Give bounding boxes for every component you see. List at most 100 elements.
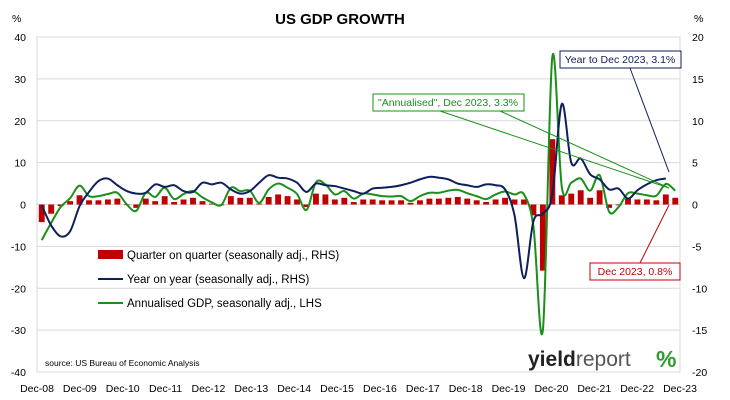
- qoq-bar: [180, 199, 187, 205]
- qoq-bar: [643, 199, 650, 205]
- annotation-box-annualised: [372, 93, 525, 112]
- qoq-bar: [48, 204, 55, 214]
- annotation-leader-yoy: [629, 67, 670, 173]
- qoq-bar: [209, 203, 215, 205]
- left-tick-label: 0: [20, 200, 26, 212]
- right-tick-label: -10: [692, 283, 707, 295]
- annotation-box-yoy: [559, 50, 682, 69]
- qoq-bar: [227, 196, 234, 205]
- qoq-bar: [199, 201, 206, 205]
- qoq-bar: [653, 200, 660, 205]
- x-tick-label: Dec-16: [363, 383, 397, 395]
- qoq-bar: [417, 200, 423, 205]
- qoq-bar: [313, 193, 319, 205]
- logo-text-report: report: [576, 348, 631, 371]
- qoq-bar: [67, 201, 74, 205]
- x-tick-label: Dec-18: [449, 383, 483, 395]
- qoq-bar: [369, 199, 376, 205]
- legend-label-yoy: Year on year (seasonally adj., RHS): [127, 274, 310, 286]
- logo-text-yield: yield: [528, 348, 576, 371]
- qoq-bar: [577, 190, 584, 205]
- qoq-bar: [246, 197, 253, 205]
- yieldreport-logo: yieldreport %: [528, 346, 676, 372]
- right-tick-label: 15: [692, 74, 704, 86]
- qoq-bar: [38, 204, 45, 223]
- left-tick-label: 30: [14, 74, 26, 86]
- qoq-bar: [558, 195, 565, 205]
- x-tick-label: Dec-19: [492, 383, 526, 395]
- x-tick-label: Dec-12: [192, 383, 226, 395]
- x-tick-label: Dec-13: [234, 383, 268, 395]
- right-tick-label: 5: [692, 158, 698, 170]
- qoq-bar: [473, 200, 480, 205]
- qoq-bar: [511, 199, 518, 205]
- annotations: Year to Dec 2023, 3.1% "Annualised", Dec…: [372, 50, 682, 281]
- qoq-bar: [114, 198, 121, 205]
- qoq-bar: [303, 204, 310, 208]
- qoq-bar: [341, 197, 348, 205]
- annotation-leader-annualised-b: [499, 110, 670, 189]
- qoq-bar: [492, 199, 499, 205]
- qoq-bar: [265, 196, 272, 205]
- qoq-bar: [322, 194, 329, 205]
- left-tick-label: 40: [14, 32, 26, 44]
- logo-percent-icon: %: [656, 346, 676, 372]
- qoq-bar: [625, 198, 631, 205]
- qoq-bar: [152, 201, 159, 205]
- annotation-box-qoq: [589, 262, 681, 281]
- qoq-bar: [435, 198, 442, 205]
- x-tick-label: Dec-21: [577, 383, 611, 395]
- svg-text:yieldreport: yieldreport: [528, 348, 631, 371]
- qoq-bar: [587, 197, 594, 205]
- legend-label-annualised: Annualised GDP, seasonally adj., LHS: [127, 298, 322, 310]
- qoq-bar: [606, 204, 613, 208]
- qoq-bar: [360, 199, 367, 205]
- qoq-bar: [549, 139, 556, 205]
- qoq-bar: [331, 199, 338, 205]
- x-axis-tick-labels: Dec-08 Dec-09 Dec-10 Dec-11 Dec-12 Dec-13 Dec-…: [20, 383, 697, 395]
- qoq-bar: [294, 199, 300, 205]
- left-tick-label: 10: [14, 158, 26, 170]
- x-tick-label: Dec-10: [106, 383, 140, 395]
- source-note: source: US Bureau of Economic Analysis: [45, 358, 200, 368]
- qoq-bar: [521, 199, 527, 205]
- qoq-bar: [284, 196, 291, 205]
- qoq-bar: [596, 190, 603, 205]
- qoq-bar: [530, 204, 537, 216]
- qoq-bar: [256, 203, 263, 205]
- qoq-bar: [350, 201, 357, 205]
- right-axis-tick-labels: 20 15 10 5 0 -5 -10 -15 -20: [692, 32, 707, 379]
- annotation-text-annualised: "Annualised", Dec 2023, 3.3%: [378, 97, 518, 109]
- annotation-text-yoy: Year to Dec 2023, 3.1%: [565, 54, 676, 66]
- qoq-bar: [379, 200, 386, 205]
- qoq-bar: [57, 204, 64, 207]
- x-tick-label: Dec-20: [534, 383, 568, 395]
- right-tick-label: -5: [692, 241, 701, 253]
- qoq-bar: [445, 197, 452, 205]
- qoq-bar: [502, 197, 508, 205]
- qoq-bar: [407, 202, 414, 205]
- left-tick-label: -40: [11, 367, 26, 379]
- qoq-bar: [634, 199, 641, 205]
- series-lines: [40, 52, 676, 335]
- qoq-bar: [615, 204, 622, 206]
- horizontal-gridlines: [37, 78, 680, 331]
- qoq-bar: [86, 200, 92, 205]
- left-tick-label: -10: [11, 241, 26, 253]
- qoq-bar: [142, 198, 149, 205]
- qoq-bar: [237, 197, 244, 205]
- right-axis-unit: %: [694, 13, 703, 25]
- qoq-bar: [104, 199, 111, 205]
- qoq-bar: [171, 201, 178, 205]
- qoq-bar: [275, 194, 282, 205]
- right-tick-label: 10: [692, 116, 704, 128]
- right-tick-label: -20: [692, 367, 707, 379]
- year-on-year-line: [40, 102, 666, 280]
- qoq-bar: [672, 197, 679, 205]
- qoq-bar: [161, 196, 168, 205]
- legend: Quarter on quarter (seasonally adj., RHS…: [98, 250, 339, 310]
- left-axis-unit: %: [12, 13, 21, 25]
- left-tick-label: -20: [11, 283, 26, 295]
- legend-label-qoq: Quarter on quarter (seasonally adj., RHS…: [127, 250, 339, 262]
